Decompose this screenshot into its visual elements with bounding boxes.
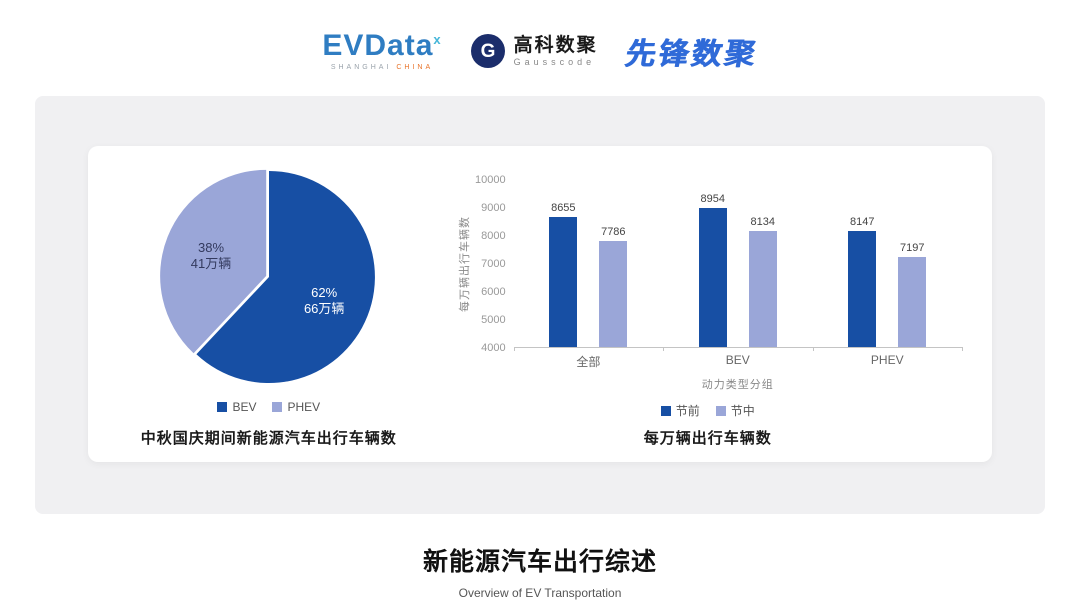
x-axis-tick (961, 347, 963, 351)
bar-节中-PHEV: 7197 (898, 242, 927, 347)
bar-节前-全部: 8655 (549, 202, 578, 347)
gausscode-en-name: Gausscode (513, 56, 596, 67)
bar-chart-block: 每万辆出行车辆数 4000 5000 6000 7000 8000 9000 10000 8… (450, 162, 992, 448)
bar-group-全部: 8655 7786 (549, 180, 628, 347)
evdata-sup-x: x (433, 32, 442, 47)
page-footer: 新能源汽车出行综述 Overview of EV Transportation (0, 542, 1080, 600)
y-tick-label: 4000 (481, 342, 506, 354)
legend-swatch (715, 405, 726, 416)
bar-value-label: 8954 (700, 193, 726, 206)
bar-节中-全部: 7786 (599, 226, 628, 347)
bar-fill (549, 216, 578, 347)
x-category-label-PHEV: PHEV (870, 353, 904, 367)
charts-card: 62% 66万辆 38% 41万辆 BEV PHEV 中秋国庆期间新能源汽车出行车辆数 … (88, 146, 992, 462)
bar-value-label: 7197 (899, 242, 925, 255)
gausscode-icon: G (470, 34, 505, 68)
bar-plot-area: 8655 7786 8954 8134 8147 7197 (513, 180, 963, 351)
evdata-tagline-left: SHANGHAI (330, 64, 392, 71)
page-title: 新能源汽车出行综述 (422, 548, 657, 576)
legend-item: BEV (217, 400, 256, 414)
pie-chart-block: 62% 66万辆 38% 41万辆 BEV PHEV 中秋国庆期间新能源汽车出行车辆数 (88, 162, 450, 448)
pie-chart-title: 中秋国庆期间新能源汽车出行车辆数 (140, 430, 397, 447)
gausscode-icon-glyph: G (480, 41, 495, 62)
bar-节前-PHEV: 8147 (848, 216, 877, 347)
legend-item: 节中 (715, 402, 755, 419)
bar-fill (698, 208, 727, 347)
y-tick-label: 7000 (481, 258, 506, 270)
x-axis-tick (812, 347, 814, 351)
legend-item: PHEV (272, 400, 320, 414)
bar-group-BEV: 8954 8134 (698, 180, 777, 347)
x-axis-label: 动力类型分组 (701, 379, 774, 391)
pioneer-logo: 先锋数聚 (622, 38, 760, 71)
y-axis-label: 每万辆出行车辆数 (458, 216, 471, 312)
y-tick-label: 10000 (475, 174, 506, 186)
bar-chart-under-axis: 全部 BEV PHEV 动力类型分组 (454, 348, 962, 392)
x-category-row: 全部 BEV PHEV (514, 348, 962, 370)
gausscode-text: 高科数聚 Gausscode (514, 35, 598, 67)
y-tick-label: 5000 (481, 314, 506, 326)
y-axis-ticks: 4000 5000 6000 7000 8000 9000 10000 (472, 174, 514, 354)
pie-legend: BEV PHEV (217, 400, 320, 414)
bar-节前-BEV: 8954 (698, 193, 727, 347)
pie-slice-BEV (196, 171, 375, 383)
page-subtitle: Overview of EV Transportation (458, 586, 622, 600)
legend-swatch (217, 402, 228, 412)
evdata-logo: EVDatax SHANGHAI CHINA (322, 31, 441, 72)
gausscode-logo: G 高科数聚 Gausscode (470, 33, 598, 69)
bar-chart: 每万辆出行车辆数 4000 5000 6000 7000 8000 9000 10000 8… (454, 174, 963, 354)
logo-header: EVDatax SHANGHAI CHINA G 高科数聚 Gausscode … (0, 0, 1080, 96)
bar-节中-BEV: 8134 (748, 216, 777, 347)
bar-legend: 节前 节中 (454, 402, 962, 419)
bar-fill (848, 230, 877, 347)
pie-slice-label-BEV: 62% 66万辆 (304, 285, 344, 316)
bar-group-PHEV: 8147 7197 (848, 180, 927, 347)
bar-value-label: 8147 (849, 215, 875, 228)
legend-swatch (272, 402, 283, 412)
bar-value-label: 8655 (551, 201, 576, 214)
legend-label: 节中 (730, 404, 755, 418)
content-panel: 62% 66万辆 38% 41万辆 BEV PHEV 中秋国庆期间新能源汽车出行车辆数 … (35, 96, 1045, 514)
y-tick-label: 9000 (481, 202, 506, 214)
bar-fill (898, 257, 927, 347)
legend-label: 节前 (675, 404, 700, 418)
legend-label: PHEV (287, 400, 321, 414)
y-tick-label: 6000 (481, 286, 506, 298)
legend-item: 节前 (660, 402, 700, 419)
x-category-label-全部: 全部 (576, 355, 601, 369)
x-axis-tick (513, 347, 515, 351)
legend-swatch (660, 405, 671, 416)
pie-slice-label-PHEV: 38% 41万辆 (191, 240, 231, 271)
gausscode-cn-name: 高科数聚 (513, 35, 598, 57)
bar-value-label: 7786 (601, 226, 626, 238)
bar-chart-title: 每万辆出行车辆数 (643, 430, 772, 447)
bar-fill (599, 241, 628, 347)
evdata-name-text: EVData (322, 29, 434, 62)
bar-value-label: 8134 (750, 216, 776, 229)
x-category-label-BEV: BEV (725, 353, 750, 367)
y-tick-label: 8000 (481, 230, 506, 242)
evdata-tagline-right: CHINA (396, 64, 434, 71)
legend-label: BEV (232, 400, 257, 414)
evdata-tagline: SHANGHAI CHINA (331, 64, 433, 71)
pie-chart: 62% 66万辆 38% 41万辆 (159, 169, 375, 383)
pie-slice-PHEV (159, 169, 266, 354)
bar-fill (748, 231, 777, 347)
evdata-wordmark: EVDatax (322, 31, 441, 61)
x-axis-tick (663, 347, 665, 351)
